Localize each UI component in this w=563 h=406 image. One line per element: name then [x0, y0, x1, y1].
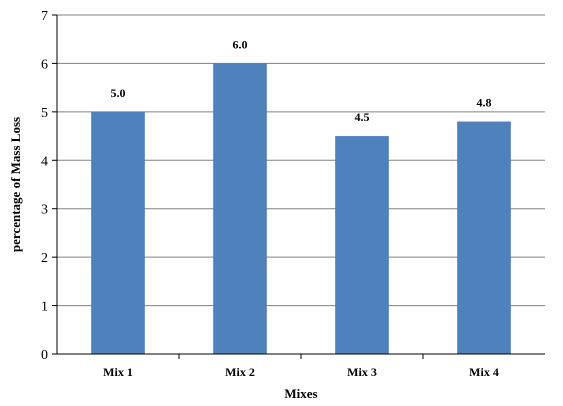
- y-tick-label: 4: [41, 154, 48, 169]
- x-tick-label: Mix 1: [103, 365, 133, 379]
- y-tick-label: 1: [41, 300, 48, 315]
- y-tick-label: 6: [41, 57, 48, 72]
- labels: 0 1 2 3 4 5 6 7 5.0 Mix 1 6.0 Mix 2 4.5 Mix 3 4.8 Mix 4: [41, 9, 499, 379]
- x-axis-title: Mixes: [284, 386, 317, 401]
- bar: [335, 136, 389, 354]
- data-label: 4.5: [355, 110, 370, 124]
- y-tick-label: 0: [41, 348, 48, 363]
- bar: [457, 121, 511, 355]
- y-axis-title: percentage of Mass Loss: [8, 117, 23, 252]
- data-label: 5.0: [111, 86, 126, 100]
- data-label: 4.8: [477, 96, 492, 110]
- bar: [91, 111, 145, 354]
- x-tick-label: Mix 4: [469, 365, 499, 379]
- bar: [213, 63, 267, 355]
- y-tick-label: 2: [41, 251, 48, 266]
- y-tick-label: 7: [41, 9, 48, 24]
- data-label: 6.0: [233, 37, 248, 51]
- y-tick-label: 3: [41, 203, 48, 218]
- bars: [91, 63, 511, 355]
- axes: [52, 14, 545, 359]
- y-tick-label: 5: [41, 106, 48, 121]
- x-tick-label: Mix 3: [347, 365, 377, 379]
- x-tick-label: Mix 2: [225, 365, 255, 379]
